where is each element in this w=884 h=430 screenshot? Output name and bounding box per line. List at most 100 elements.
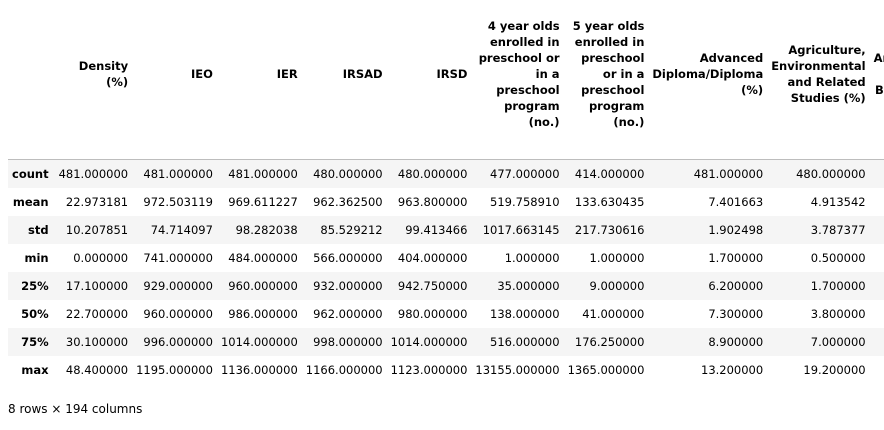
table-cell: 1014.000000 xyxy=(390,334,468,349)
table-cell: 1166.000000 xyxy=(305,362,383,377)
table-cell: 13155.000000 xyxy=(475,362,560,377)
table-cell: 74.714097 xyxy=(150,222,213,237)
table-cell: 3.800000 xyxy=(810,306,866,321)
table-cell: 969.611227 xyxy=(228,194,298,209)
table-cell: 6.200000 xyxy=(708,278,764,293)
row-label: mean xyxy=(12,194,49,209)
table-row: std 10.207851 74.714097 98.282038 85.529212 9… xyxy=(8,215,884,244)
column-header: Agriculture, Environmental and Related S… xyxy=(767,18,870,160)
table-cell: 932.000000 xyxy=(313,278,383,293)
table-cell: 7.401663 xyxy=(708,194,764,209)
table-cell: 1.902498 xyxy=(708,222,764,237)
table-cell: 960.000000 xyxy=(228,278,298,293)
row-label: count xyxy=(12,166,49,181)
row-label: 75% xyxy=(21,334,49,349)
table-cell: 404.000000 xyxy=(397,250,468,265)
table-cell: 998.000000 xyxy=(313,334,383,349)
table-cell: 480.000000 xyxy=(397,166,468,181)
table-cell: 1136.000000 xyxy=(220,362,298,377)
table-cell: 5.242678 xyxy=(870,188,884,216)
table-cell: 8.900000 xyxy=(708,334,764,349)
table-cell: 972.503119 xyxy=(143,194,213,209)
table-cell: 22.700000 xyxy=(65,306,129,321)
table-cell: 960.000000 xyxy=(143,306,213,321)
table-cell: 13.200000 xyxy=(701,362,764,377)
header-row: Density (%) IEO IER IRSAD IRSD 4 year ol… xyxy=(8,18,884,160)
table-cell: 133.630435 xyxy=(574,194,645,209)
table-cell: 1.000000 xyxy=(504,250,560,265)
table-row: mean 22.973181 972.503119 969.611227 962.362… xyxy=(8,188,884,216)
table-cell: 481.000000 xyxy=(228,166,298,181)
table-cell: 1.000000 xyxy=(589,250,645,265)
table-cell: 22.973181 xyxy=(65,194,129,209)
table-cell: 138.000000 xyxy=(490,306,560,321)
row-label: std xyxy=(28,222,49,237)
table-cell: 1123.000000 xyxy=(390,362,468,377)
table-cell: 963.800000 xyxy=(397,194,468,209)
table-cell: 7.000000 xyxy=(810,334,866,349)
table-cell: 5.100000 xyxy=(870,300,884,328)
table-cell: 481.000000 xyxy=(693,166,764,181)
table-cell: 10.207851 xyxy=(65,222,129,237)
table-row: 50% 22.700000 960.000000 986.000000 962.0000… xyxy=(8,300,884,328)
table-cell: 7.300000 xyxy=(708,306,764,321)
table-cell: 217.730616 xyxy=(574,222,645,237)
table-cell: 3.787377 xyxy=(810,222,866,237)
row-label: min xyxy=(24,250,49,265)
table-cell: 6.200000 xyxy=(870,328,884,356)
table-cell: 1.700000 xyxy=(708,250,764,265)
column-header: Advanced Diploma/Diploma (%) xyxy=(648,18,768,160)
table-cell: 1365.000000 xyxy=(567,362,645,377)
table-cell: 481.000000 xyxy=(58,166,129,181)
table-cell: 481.000000 xyxy=(143,166,213,181)
table-cell: 20.200000 xyxy=(870,356,884,384)
column-header: IRSAD xyxy=(301,18,387,160)
table-cell: 929.000000 xyxy=(143,278,213,293)
table-cell: 980.000000 xyxy=(397,306,468,321)
table-cell: 566.000000 xyxy=(313,250,383,265)
table-cell: 4.913542 xyxy=(810,194,866,209)
table-cell: 996.000000 xyxy=(143,334,213,349)
table-cell: 516.000000 xyxy=(490,334,560,349)
table-cell: 17.100000 xyxy=(65,278,129,293)
table-cell: 484.000000 xyxy=(228,250,298,265)
table-cell: 1.817519 xyxy=(870,216,884,244)
table-cell: 414.000000 xyxy=(574,166,645,181)
column-header: 5 year olds enrolled in preschool or in … xyxy=(563,18,649,160)
table-cell: 41.000000 xyxy=(582,306,645,321)
table-row: 25% 17.100000 929.000000 960.000000 932.0000… xyxy=(8,271,884,300)
table-cell: 85.529212 xyxy=(320,222,383,237)
table-cell: 1014.000000 xyxy=(220,334,298,349)
table-cell: 942.750000 xyxy=(397,278,468,293)
table-cell: 1195.000000 xyxy=(136,362,213,377)
column-header: IEO xyxy=(132,18,217,160)
table-cell: 1.700000 xyxy=(810,278,866,293)
column-header: 4 year olds enrolled in preschool or in … xyxy=(471,18,564,160)
shape-footer: 8 rows × 194 columns xyxy=(8,402,143,416)
table-row: count 481.000000 481.000000 481.000000 480.0… xyxy=(8,159,884,188)
table-row: max 48.400000 1195.000000 1136.000000 1166.0… xyxy=(8,356,884,384)
table-cell: 986.000000 xyxy=(228,306,298,321)
row-label: max xyxy=(21,362,49,377)
describe-table: Density (%) IEO IER IRSAD IRSD 4 year ol… xyxy=(8,18,884,384)
table-cell: 4.200000 xyxy=(870,272,884,300)
table-row: 75% 30.100000 996.000000 1014.000000 998.000… xyxy=(8,327,884,356)
table-cell: 99.413466 xyxy=(405,222,468,237)
column-header: IRSD xyxy=(386,18,472,160)
table-cell: 19.200000 xyxy=(803,362,866,377)
table-cell: 0.000000 xyxy=(73,250,129,265)
table-cell: 741.000000 xyxy=(143,250,213,265)
table-cell: 0.500000 xyxy=(810,250,866,265)
table-cell: 478.000000 xyxy=(870,160,884,188)
table-cell: 48.400000 xyxy=(65,362,129,377)
table-cell: 35.000000 xyxy=(497,278,560,293)
row-label: 50% xyxy=(21,306,49,321)
table-cell: 519.758910 xyxy=(490,194,560,209)
table-body: count 481.000000 481.000000 481.000000 480.0… xyxy=(8,159,884,384)
table-cell: 962.362500 xyxy=(313,194,383,209)
table-cell: 480.000000 xyxy=(313,166,383,181)
table-cell: 1017.663145 xyxy=(482,222,560,237)
table-cell: 477.000000 xyxy=(490,166,560,181)
table-cell: 98.282038 xyxy=(235,222,298,237)
table-row: min 0.000000 741.000000 484.000000 566.00000… xyxy=(8,244,884,272)
